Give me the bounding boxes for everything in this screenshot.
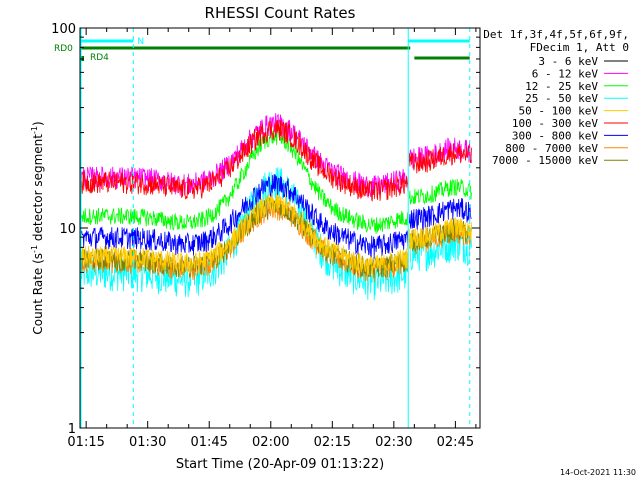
- night-label: N: [137, 37, 144, 47]
- chart-title: RHESSI Count Rates: [205, 4, 356, 22]
- rd0-label: RD0: [54, 44, 73, 54]
- x-tick-label: 02:15: [314, 435, 351, 450]
- legend-label-8: 800 - 7000 keV: [505, 142, 598, 155]
- x-tick-label: 02:00: [252, 435, 289, 450]
- legend-header-line-1: Det 1f,3f,4f,5f,6f,9f,: [483, 28, 629, 41]
- legend-label-7: 300 - 800 keV: [512, 129, 598, 142]
- x-axis-label: Start Time (20-Apr-09 01:13:22): [176, 457, 384, 472]
- legend-label-5: 50 - 100 keV: [519, 105, 599, 118]
- legend-label-6: 100 - 300 keV: [512, 117, 598, 130]
- legend-header-line-2: FDecim 1, Att 0: [530, 41, 629, 54]
- plot-frame: [79, 27, 481, 429]
- legend-label-4: 25 - 50 keV: [525, 92, 598, 105]
- x-tick-label: 02:30: [375, 435, 412, 450]
- y-tick-label: 10: [59, 222, 76, 237]
- x-tick-label: 01:45: [190, 435, 227, 450]
- x-tick-label: 01:15: [67, 435, 104, 450]
- series-line-5-seg-1: [80, 192, 409, 278]
- series-line-5-seg-2: [409, 217, 472, 250]
- series-line-3-seg-1: [80, 126, 409, 235]
- series-line-6-seg-1: [80, 119, 409, 202]
- y-tick-label: 1: [68, 422, 76, 437]
- y-axis-label-close: ): [31, 121, 45, 126]
- y-axis-label: Count Rate (s-1 detector segment-1): [30, 121, 45, 334]
- series-line-6-seg-2: [409, 143, 472, 174]
- plot-area: N RD0 RD4 01:15 01:30 01:45 02:00 02:15 02:30 02:…: [51, 22, 481, 450]
- y-tick-label: 100: [51, 22, 76, 37]
- legend-label-3: 12 - 25 keV: [525, 80, 598, 93]
- rd4-label: RD4: [90, 53, 109, 63]
- legend-label-9: 7000 - 15000 keV: [492, 154, 598, 167]
- y-axis-label-exp2: -1: [30, 126, 39, 134]
- y-axis-label-suffix: detector segment: [31, 134, 45, 245]
- series-line-8-seg-1: [80, 198, 409, 283]
- series-line-3-seg-2: [409, 178, 472, 205]
- series-line-7-seg-1: [80, 174, 409, 259]
- generated-timestamp: 14-Oct-2021 11:30: [560, 468, 636, 477]
- y-axis-label-prefix: Count Rate (s: [31, 253, 45, 335]
- x-tick-label: 02:45: [437, 435, 474, 450]
- series-line-7-seg-2: [409, 198, 472, 230]
- y-axis-label-exp1: -1: [30, 245, 39, 253]
- x-tick-label: 01:30: [129, 435, 166, 450]
- legend-label-2: 6 - 12 keV: [532, 67, 599, 80]
- legend-label-1: 3 - 6 keV: [538, 55, 598, 68]
